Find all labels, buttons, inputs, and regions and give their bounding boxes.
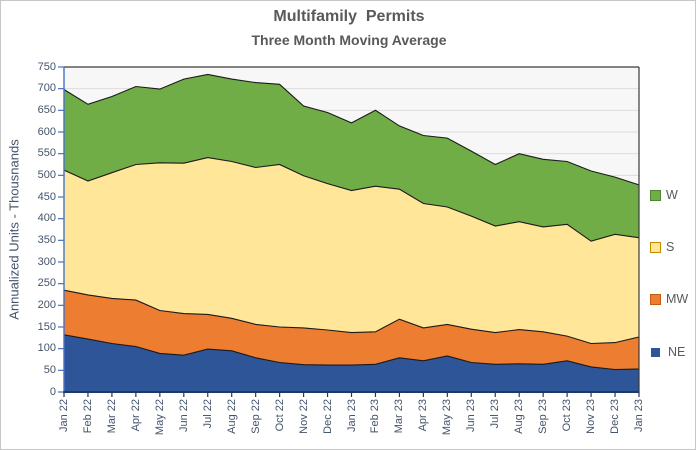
x-tick-label: Feb 22 [81,399,94,434]
y-tick-label: 600 [37,125,56,138]
legend-item-w: W [650,188,678,202]
x-tick-label: Jun 22 [177,399,190,433]
legend-label-mw: MW [666,292,689,306]
x-tick-label: Mar 23 [393,399,406,434]
outline-s [63,157,640,242]
x-tick-label: Oct 23 [561,399,574,432]
y-tick-label: 550 [37,147,56,160]
x-tick-label: Nov 23 [585,399,598,434]
legend-item-mw: MW [650,292,688,306]
x-tick-label: Jan 23 [633,399,645,433]
chart-subtitle: Three Month Moving Average [251,32,447,48]
y-tick-label: 400 [37,212,56,225]
x-tick-label: Jul 22 [201,399,214,429]
x-tick-label: Sep 22 [249,399,262,434]
x-tick-label: Sep 23 [537,399,550,434]
y-tick-label: 250 [37,277,56,290]
x-tick-label: Apr 23 [417,399,430,432]
x-tick-label: May 22 [153,399,166,436]
x-tick-label: Jun 23 [465,399,478,433]
x-tick-label: May 23 [441,399,454,436]
y-tick-label: 650 [37,103,56,116]
y-tick-label: 100 [37,342,56,355]
x-tick-label: Aug 23 [513,399,526,434]
x-tick-label: Jan 22 [58,399,70,433]
y-tick-label: 150 [37,320,56,333]
y-tick-label: 750 [37,60,56,73]
x-tick-label: Aug 22 [225,399,238,434]
x-tick-label: Dec 22 [321,399,334,434]
legend-swatch-w [650,189,661,201]
x-tick-label: Apr 22 [129,399,142,432]
y-tick-label: 0 [49,385,56,398]
legend-item-ne: NE [650,345,685,359]
area-ne [64,334,639,392]
y-tick-label: 500 [37,168,56,181]
chart-title: Multifamily Permits [273,8,425,25]
y-tick-label: 450 [37,190,56,203]
y-tick-label: 50 [43,363,56,376]
y-tick-label: 300 [37,255,56,268]
legend-swatch-ne [651,347,660,357]
y-tick-label: 200 [37,298,56,311]
x-tick-label: Jul 23 [489,399,502,429]
outline-mw [63,289,640,345]
x-tick-label: Oct 22 [273,399,286,432]
outline-ne [63,334,640,371]
legend-item-s: S [650,240,674,254]
x-tick-label: Feb 23 [369,399,382,434]
y-tick-label: 700 [37,82,56,95]
legend-swatch-s [650,241,661,253]
x-tick-label: Dec 23 [609,399,622,434]
legend-swatch-mw [650,293,661,305]
legend-label-w: W [666,188,678,202]
x-tick-label: Nov 22 [297,399,310,434]
x-tick-label: Mar 22 [105,399,118,434]
legend-label-s: S [666,240,675,254]
y-tick-label: 350 [37,233,56,246]
outline-w [63,73,640,186]
x-tick-label: Jan 23 [345,399,358,433]
legend-label-ne: NE [668,345,686,359]
